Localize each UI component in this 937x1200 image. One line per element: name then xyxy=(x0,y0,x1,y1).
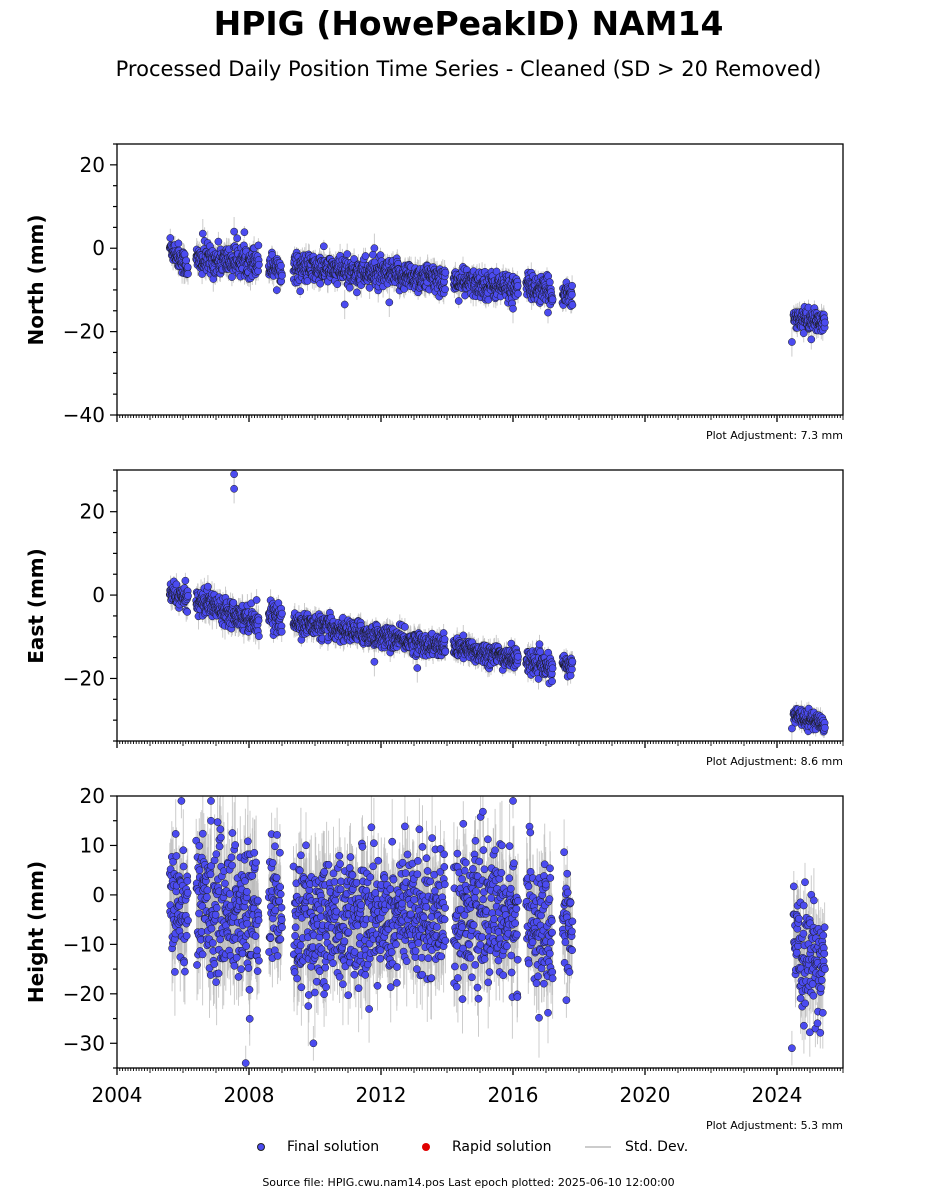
final-solution-point xyxy=(278,271,286,280)
final-solution-point xyxy=(340,300,349,309)
chart-subtitle: Processed Daily Position Time Series - C… xyxy=(115,57,822,81)
y-tick-label: −40 xyxy=(63,403,105,427)
final-solution-point xyxy=(214,237,223,246)
final-solution-point xyxy=(788,338,796,346)
final-solution-point xyxy=(799,329,808,338)
final-solution-point xyxy=(277,261,285,270)
final-solution-point xyxy=(821,318,829,327)
final-solution-point xyxy=(441,285,449,294)
final-solution-point xyxy=(454,297,463,305)
final-solution-point xyxy=(343,250,352,258)
final-solution-point xyxy=(254,241,263,250)
final-solution-point xyxy=(513,282,522,290)
final-solution-point xyxy=(240,228,249,237)
north-final-points xyxy=(165,227,829,346)
final-solution-point xyxy=(548,295,557,304)
final-solution-point xyxy=(350,255,358,263)
final-solution-point xyxy=(233,234,242,243)
final-solution-point xyxy=(370,244,379,253)
north-panel: 20 0 −20 −40 North (mm) xyxy=(24,143,844,427)
final-solution-point xyxy=(544,308,552,317)
final-solution-point xyxy=(807,335,816,344)
final-solution-point xyxy=(361,252,370,260)
final-solution-point xyxy=(353,288,361,297)
final-solution-point xyxy=(385,298,394,307)
final-solution-point xyxy=(296,287,305,296)
final-solution-point xyxy=(198,229,207,238)
final-solution-point xyxy=(230,227,238,236)
final-solution-point xyxy=(316,279,325,288)
final-solution-point xyxy=(204,582,212,591)
final-solution-point xyxy=(365,283,374,292)
final-solution-point xyxy=(545,278,554,287)
final-solution-point xyxy=(184,592,192,600)
final-solution-point xyxy=(509,304,517,313)
final-solution-point xyxy=(568,301,577,309)
final-solution-point xyxy=(254,267,262,275)
final-solution-point xyxy=(228,273,236,281)
final-solution-point xyxy=(514,289,522,298)
final-solution-point xyxy=(166,234,175,242)
final-solution-point xyxy=(345,283,354,292)
y-tick-label: −20 xyxy=(63,320,105,344)
final-solution-point xyxy=(319,242,328,251)
final-solution-point xyxy=(441,268,450,277)
final-solution-point xyxy=(184,269,192,278)
final-solution-point xyxy=(568,281,576,290)
final-solution-point xyxy=(174,239,183,248)
final-solution-point xyxy=(272,286,281,294)
final-solution-point xyxy=(333,280,342,289)
north-axis-label: North (mm) xyxy=(24,214,48,345)
final-solution-point xyxy=(182,256,191,265)
final-solution-point xyxy=(180,250,189,259)
final-solution-point xyxy=(568,290,576,299)
final-solution-point xyxy=(183,608,192,616)
final-solution-point xyxy=(172,580,181,589)
east-final-points xyxy=(165,470,829,736)
final-solution-point xyxy=(181,576,190,585)
chart-title: HPIG (HowePeakID) NAM14 xyxy=(213,4,724,43)
y-tick-label: 0 xyxy=(92,236,105,260)
y-tick-label: 20 xyxy=(80,153,105,177)
final-solution-point xyxy=(183,263,192,271)
final-solution-point xyxy=(255,260,263,269)
